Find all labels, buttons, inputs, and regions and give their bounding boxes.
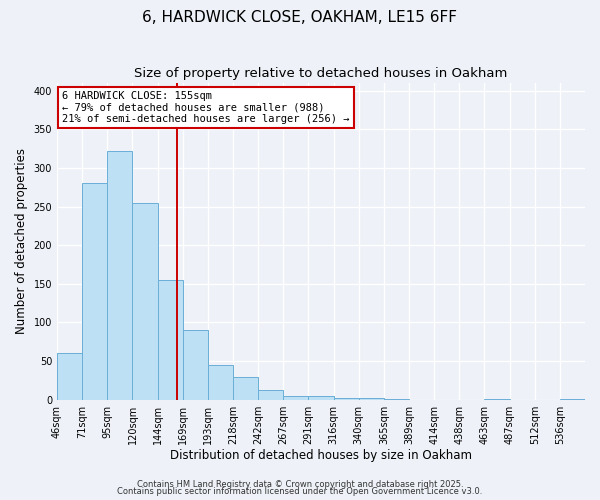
Bar — [258, 390, 283, 400]
Bar — [283, 396, 308, 400]
Bar — [384, 399, 409, 400]
Bar — [208, 365, 233, 400]
Text: 6, HARDWICK CLOSE, OAKHAM, LE15 6FF: 6, HARDWICK CLOSE, OAKHAM, LE15 6FF — [143, 10, 458, 25]
Bar — [82, 184, 107, 400]
Text: Contains HM Land Registry data © Crown copyright and database right 2025.: Contains HM Land Registry data © Crown c… — [137, 480, 463, 489]
Bar — [133, 203, 158, 400]
Bar — [334, 398, 359, 400]
Bar — [560, 399, 585, 400]
Text: 6 HARDWICK CLOSE: 155sqm
← 79% of detached houses are smaller (988)
21% of semi-: 6 HARDWICK CLOSE: 155sqm ← 79% of detach… — [62, 91, 350, 124]
Bar — [233, 376, 258, 400]
Title: Size of property relative to detached houses in Oakham: Size of property relative to detached ho… — [134, 68, 508, 80]
Bar — [359, 398, 384, 400]
Bar — [183, 330, 208, 400]
Y-axis label: Number of detached properties: Number of detached properties — [15, 148, 28, 334]
Bar — [308, 396, 334, 400]
Text: Contains public sector information licensed under the Open Government Licence v3: Contains public sector information licen… — [118, 487, 482, 496]
Bar — [158, 280, 183, 400]
Bar — [57, 354, 82, 400]
Bar — [484, 399, 509, 400]
X-axis label: Distribution of detached houses by size in Oakham: Distribution of detached houses by size … — [170, 450, 472, 462]
Bar — [107, 151, 133, 400]
